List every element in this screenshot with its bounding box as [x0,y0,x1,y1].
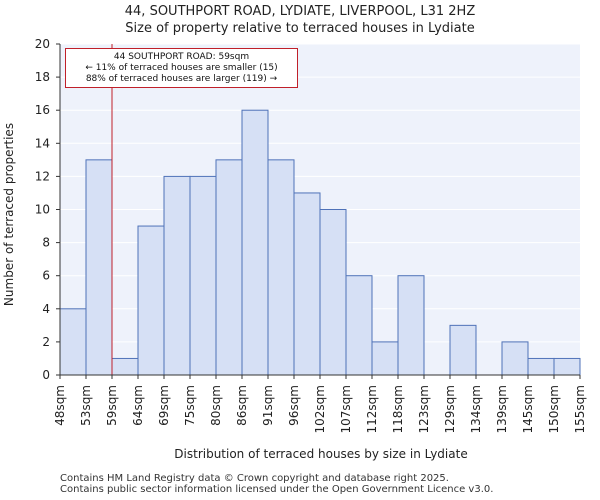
y-tick-label: 20 [35,37,50,51]
y-tick-label: 12 [35,169,50,183]
x-tick-label: 59sqm [105,385,119,426]
footer-line-1: Contains HM Land Registry data © Crown c… [60,473,449,484]
histogram-bar [241,109,269,376]
x-tick-label: 69sqm [157,385,171,426]
histogram-bar [553,357,581,376]
y-tick-label: 4 [42,302,50,316]
x-tick-label: 155sqm [573,385,587,433]
histogram-bar [215,159,243,376]
x-tick-label: 107sqm [339,385,353,433]
histogram-bar [501,341,529,376]
histogram-bar [267,159,295,376]
x-tick-label: 145sqm [521,385,535,433]
x-tick-label: 75sqm [183,385,197,426]
y-tick-label: 6 [42,269,50,283]
x-tick-label: 86sqm [235,385,249,426]
annotation-line-2: ← 11% of terraced houses are smaller (15… [85,63,278,73]
y-tick-label: 18 [35,70,50,84]
histogram-bar [59,308,87,376]
histogram-bar [319,209,347,376]
y-tick-label: 16 [35,103,50,117]
x-tick-label: 139sqm [495,385,509,433]
histogram-bar [111,357,139,376]
x-tick-label: 112sqm [365,385,379,433]
histogram-bar [397,275,425,376]
y-tick-label: 10 [35,203,50,217]
chart-title: 44, SOUTHPORT ROAD, LYDIATE, LIVERPOOL, … [124,4,476,19]
x-tick-label: 91sqm [261,385,275,426]
x-tick-label: 80sqm [209,385,223,426]
x-tick-label: 134sqm [469,385,483,433]
x-tick-label: 96sqm [287,385,301,426]
property-annotation: 44 SOUTHPORT ROAD: 59sqm ← 11% of terrac… [65,48,298,88]
x-tick-label: 150sqm [547,385,561,433]
histogram-bar [449,324,477,376]
histogram-bar [345,275,373,376]
y-tick-label: 0 [42,368,50,382]
histogram-bar [137,225,165,376]
histogram-bar [85,159,113,376]
x-tick-label: 102sqm [313,385,327,433]
histogram-bar [293,192,321,376]
y-tick-label: 2 [42,335,50,349]
x-tick-label: 48sqm [53,385,67,426]
annotation-line-3: 88% of terraced houses are larger (119) … [85,74,278,84]
x-tick-label: 129sqm [443,385,457,433]
histogram-bar [163,175,191,376]
chart-subtitle: Size of property relative to terraced ho… [125,21,475,36]
y-tick-label: 14 [35,136,50,150]
histogram-bar [371,341,399,376]
x-tick-label: 118sqm [391,385,405,433]
x-tick-label: 53sqm [79,385,93,426]
histogram-bar [527,357,555,376]
y-axis-label: Number of terraced properties [2,123,16,306]
x-tick-label: 64sqm [131,385,145,426]
x-axis-label: Distribution of terraced houses by size … [174,447,467,461]
y-tick-label: 8 [42,236,50,250]
annotation-line-1: 44 SOUTHPORT ROAD: 59sqm [113,52,250,62]
histogram-bar [189,175,217,376]
x-tick-label: 123sqm [417,385,431,433]
footer-line-2: Contains public sector information licen… [60,484,494,495]
